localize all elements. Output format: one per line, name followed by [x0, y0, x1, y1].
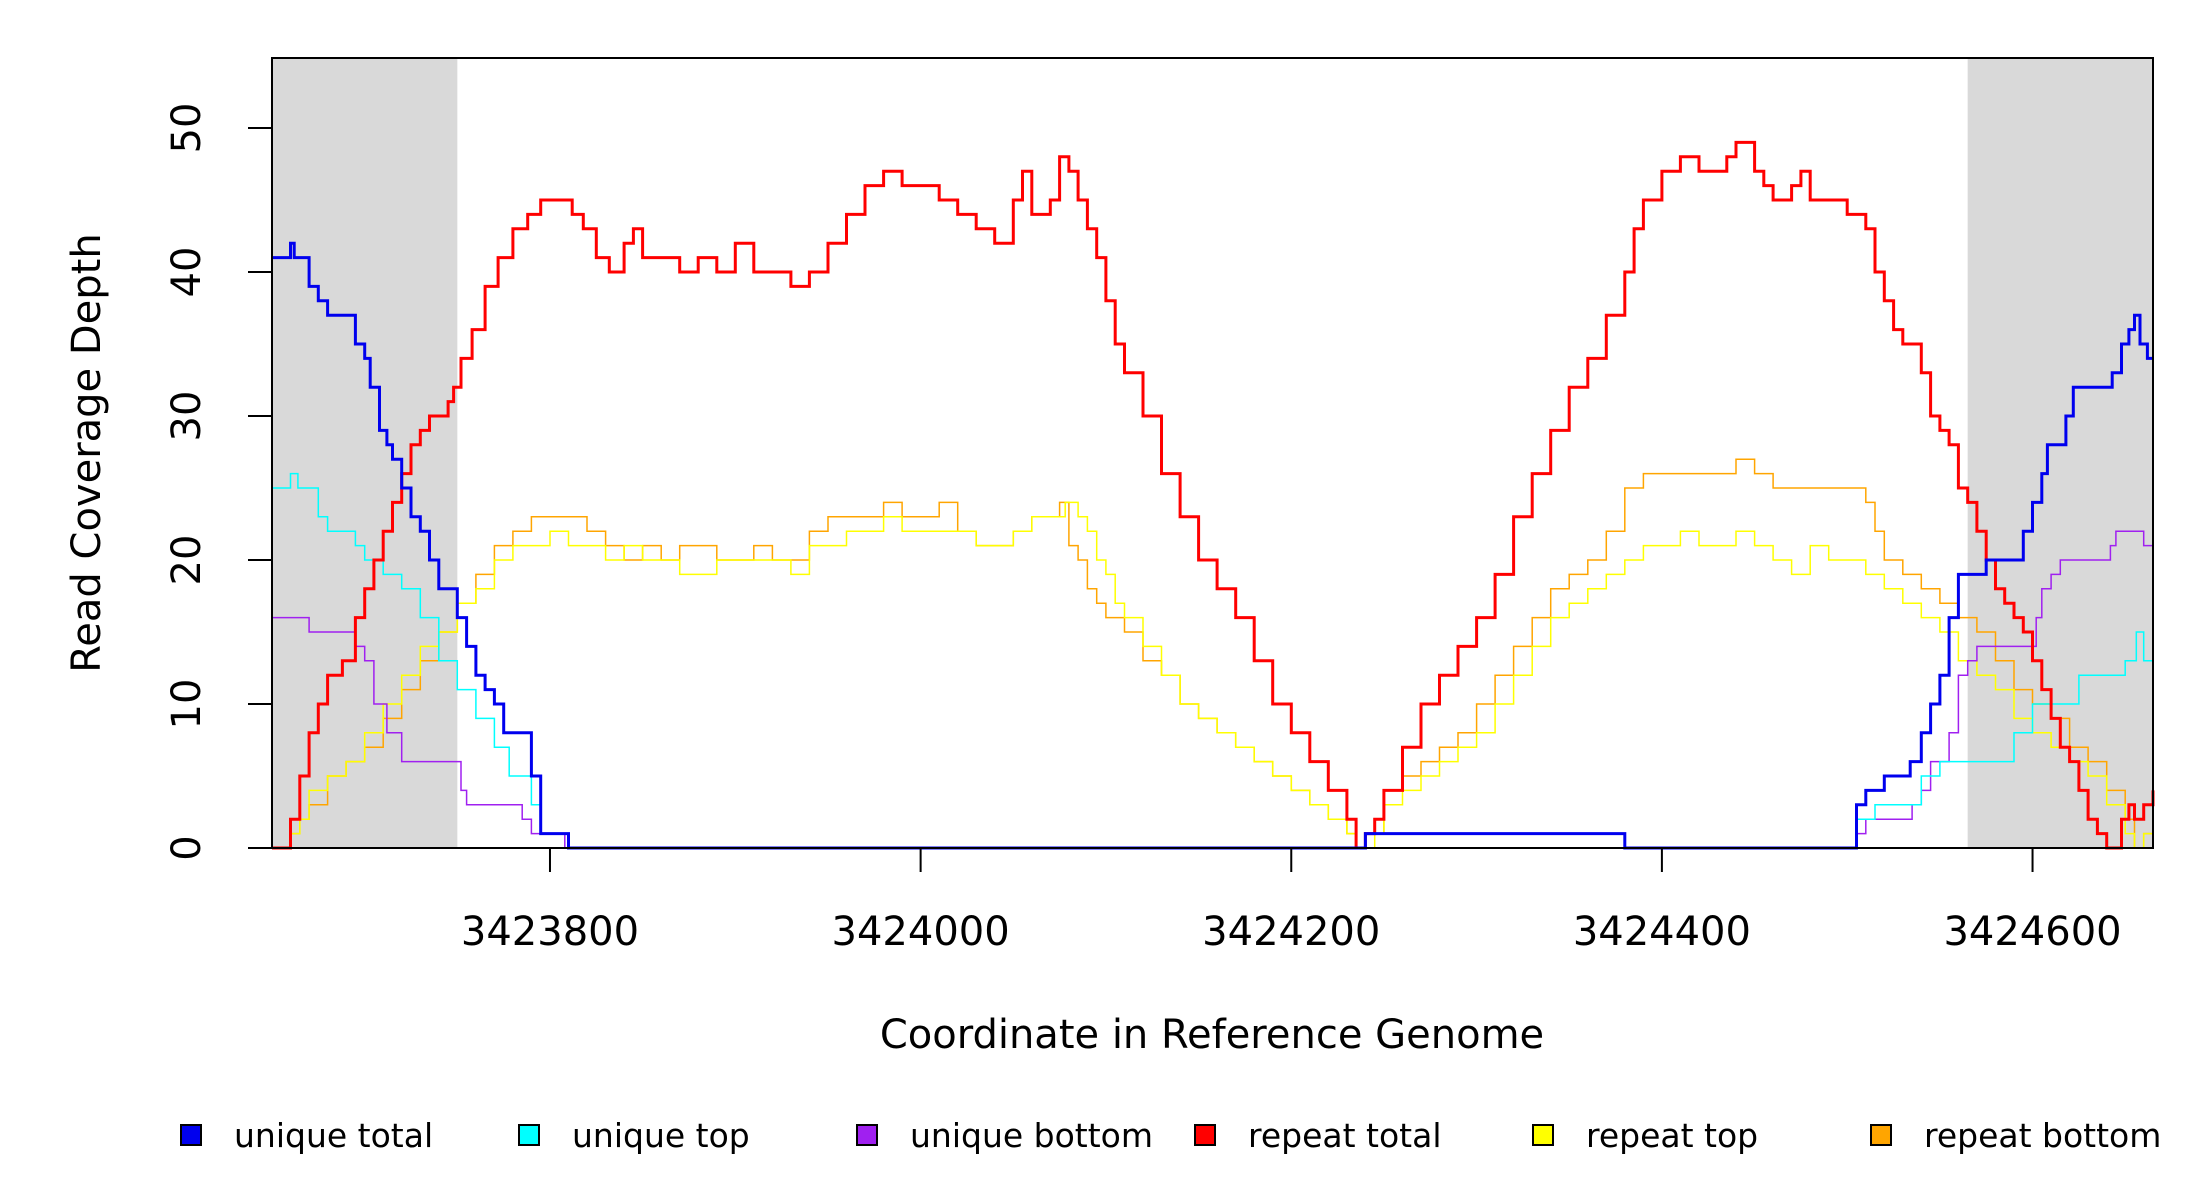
legend-label-repeat-total: repeat total: [1248, 1115, 1442, 1155]
plot-frame: [271, 57, 2154, 849]
y-tick-label: 20: [164, 535, 210, 586]
series-line-unique-bottom: [272, 530, 2153, 849]
legend-label-unique-bottom: unique bottom: [910, 1115, 1154, 1155]
legend-item-unique-total: unique total: [180, 1105, 433, 1165]
x-tick-label: 3424200: [1202, 909, 1380, 955]
y-tick-label: 40: [164, 247, 210, 298]
legend-label-repeat-bottom: repeat bottom: [1924, 1115, 2162, 1155]
legend: unique total unique top unique bottom repea…: [0, 1105, 2200, 1165]
x-tick-label: 3423800: [461, 909, 639, 955]
legend-item-repeat-total: repeat total: [1194, 1105, 1442, 1165]
legend-swatch-repeat-bottom: [1870, 1124, 1892, 1146]
legend-label-unique-top: unique top: [572, 1115, 750, 1155]
legend-swatch-unique-total: [180, 1124, 202, 1146]
legend-item-repeat-bottom: repeat bottom: [1870, 1105, 2161, 1165]
y-tick-label: 0: [164, 835, 210, 860]
legend-item-repeat-top: repeat top: [1532, 1105, 1758, 1165]
legend-item-unique-top: unique top: [518, 1105, 750, 1165]
y-tick-label: 50: [164, 103, 210, 154]
coverage-chart: 0 10 20 30 40 50 3423800 3424000 3424200 3424400…: [64, 57, 2155, 1058]
x-tick-label: 3424600: [1943, 909, 2121, 955]
series-lines: [272, 140, 2155, 850]
shaded-region-2: [1967, 58, 2153, 848]
legend-swatch-repeat-total: [1194, 1124, 1216, 1146]
legend-swatch-unique-bottom: [856, 1124, 878, 1146]
legend-swatch-repeat-top: [1532, 1124, 1554, 1146]
shaded-regions: [272, 58, 2153, 848]
x-axis-label: Coordinate in Reference Genome: [880, 1012, 1544, 1058]
y-tick-label: 30: [164, 391, 210, 442]
series-line-unique-total: [272, 241, 2153, 850]
x-tick-label: 3424000: [832, 909, 1010, 955]
shaded-region-1: [272, 58, 458, 848]
x-tick-label: 3424400: [1573, 909, 1751, 955]
y-axis-label: Read Coverage Depth: [64, 233, 110, 672]
series-line-repeat-top: [272, 501, 2153, 849]
series-line-repeat-total: [272, 140, 2155, 850]
legend-swatch-unique-top: [518, 1124, 540, 1146]
y-axis: 0 10 20 30 40 50: [164, 103, 272, 861]
legend-label-unique-total: unique total: [234, 1115, 434, 1155]
series-line-unique-top: [272, 472, 2153, 849]
x-axis: 3423800 3424000 3424200 3424400 3424600: [461, 848, 2122, 955]
y-tick-label: 10: [164, 679, 210, 730]
legend-item-unique-bottom: unique bottom: [856, 1105, 1153, 1165]
legend-label-repeat-top: repeat top: [1586, 1115, 1759, 1155]
